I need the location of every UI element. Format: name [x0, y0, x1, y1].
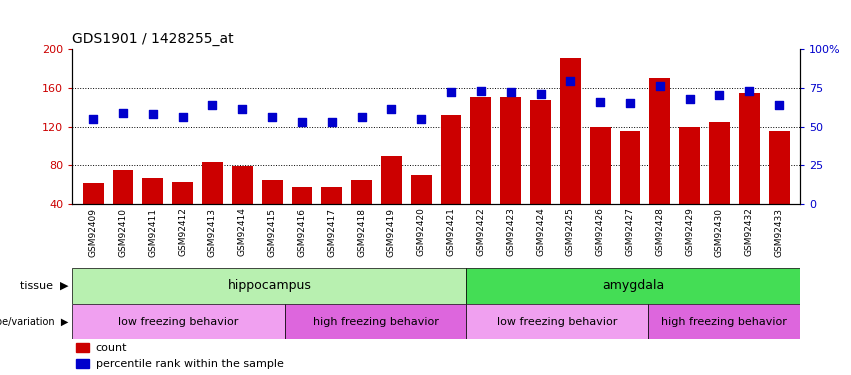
- Text: GSM92412: GSM92412: [178, 207, 187, 256]
- Text: GSM92427: GSM92427: [625, 207, 635, 256]
- Bar: [351, 180, 372, 243]
- Text: amygdala: amygdala: [602, 279, 665, 292]
- Text: hippocampus: hippocampus: [227, 279, 311, 292]
- Point: [236, 106, 249, 112]
- Point: [653, 83, 666, 89]
- Bar: [466, 304, 648, 339]
- Text: percentile rank within the sample: percentile rank within the sample: [95, 359, 283, 369]
- Point: [474, 88, 488, 94]
- Text: GSM92420: GSM92420: [417, 207, 426, 256]
- Point: [206, 102, 220, 108]
- Text: GSM92409: GSM92409: [89, 207, 98, 256]
- Point: [534, 91, 547, 97]
- Bar: [500, 98, 521, 243]
- Bar: [322, 187, 342, 243]
- Text: GSM92416: GSM92416: [298, 207, 306, 256]
- Text: GSM92415: GSM92415: [267, 207, 277, 256]
- Text: GDS1901 / 1428255_at: GDS1901 / 1428255_at: [72, 32, 234, 46]
- Point: [593, 99, 607, 105]
- Bar: [768, 131, 790, 243]
- Bar: [83, 183, 104, 243]
- Bar: [292, 187, 312, 243]
- Bar: [76, 359, 89, 368]
- Text: GSM92410: GSM92410: [118, 207, 128, 256]
- Text: high freezing behavior: high freezing behavior: [312, 316, 438, 327]
- Text: low freezing behavior: low freezing behavior: [497, 316, 618, 327]
- Bar: [172, 182, 193, 243]
- Text: GSM92418: GSM92418: [357, 207, 366, 256]
- Point: [146, 111, 160, 117]
- Point: [266, 114, 279, 120]
- Bar: [530, 100, 551, 243]
- Bar: [620, 131, 641, 243]
- Bar: [649, 78, 671, 243]
- Bar: [679, 126, 700, 243]
- Text: tissue  ▶: tissue ▶: [20, 281, 68, 291]
- Text: GSM92414: GSM92414: [237, 207, 247, 256]
- Text: GSM92413: GSM92413: [208, 207, 217, 256]
- Bar: [381, 156, 402, 243]
- Bar: [739, 93, 760, 243]
- Text: GSM92426: GSM92426: [596, 207, 605, 256]
- Bar: [471, 98, 491, 243]
- Point: [504, 89, 517, 95]
- Bar: [72, 304, 284, 339]
- Text: GSM92423: GSM92423: [506, 207, 515, 256]
- Point: [444, 89, 458, 95]
- Text: count: count: [95, 343, 127, 353]
- Point: [325, 119, 339, 125]
- Bar: [72, 268, 466, 304]
- Point: [414, 116, 428, 122]
- Point: [385, 106, 398, 112]
- Text: GSM92424: GSM92424: [536, 207, 545, 256]
- Bar: [648, 304, 800, 339]
- Bar: [284, 304, 466, 339]
- Text: GSM92430: GSM92430: [715, 207, 724, 256]
- Bar: [76, 343, 89, 352]
- Bar: [560, 58, 580, 243]
- Text: GSM92428: GSM92428: [655, 207, 665, 256]
- Bar: [590, 126, 610, 243]
- Text: GSM92425: GSM92425: [566, 207, 574, 256]
- Bar: [142, 178, 163, 243]
- Text: GSM92432: GSM92432: [745, 207, 754, 256]
- Point: [742, 88, 756, 94]
- Point: [176, 114, 190, 120]
- Bar: [709, 122, 730, 243]
- Bar: [411, 175, 431, 243]
- Bar: [466, 268, 800, 304]
- Point: [355, 114, 368, 120]
- Point: [683, 96, 696, 102]
- Text: GSM92417: GSM92417: [328, 207, 336, 256]
- Point: [712, 92, 726, 98]
- Text: low freezing behavior: low freezing behavior: [118, 316, 238, 327]
- Text: GSM92429: GSM92429: [685, 207, 694, 256]
- Point: [117, 110, 130, 116]
- Bar: [441, 115, 461, 243]
- Text: GSM92422: GSM92422: [477, 207, 485, 256]
- Text: GSM92411: GSM92411: [148, 207, 157, 256]
- Point: [623, 100, 637, 106]
- Bar: [202, 162, 223, 243]
- Text: GSM92421: GSM92421: [447, 207, 455, 256]
- Text: high freezing behavior: high freezing behavior: [661, 316, 787, 327]
- Text: GSM92419: GSM92419: [387, 207, 396, 256]
- Point: [87, 116, 100, 122]
- Text: genotype/variation  ▶: genotype/variation ▶: [0, 316, 68, 327]
- Point: [295, 119, 309, 125]
- Point: [772, 102, 785, 108]
- Bar: [112, 170, 134, 243]
- Point: [563, 78, 577, 84]
- Bar: [231, 166, 253, 243]
- Text: GSM92433: GSM92433: [774, 207, 784, 256]
- Bar: [262, 180, 283, 243]
